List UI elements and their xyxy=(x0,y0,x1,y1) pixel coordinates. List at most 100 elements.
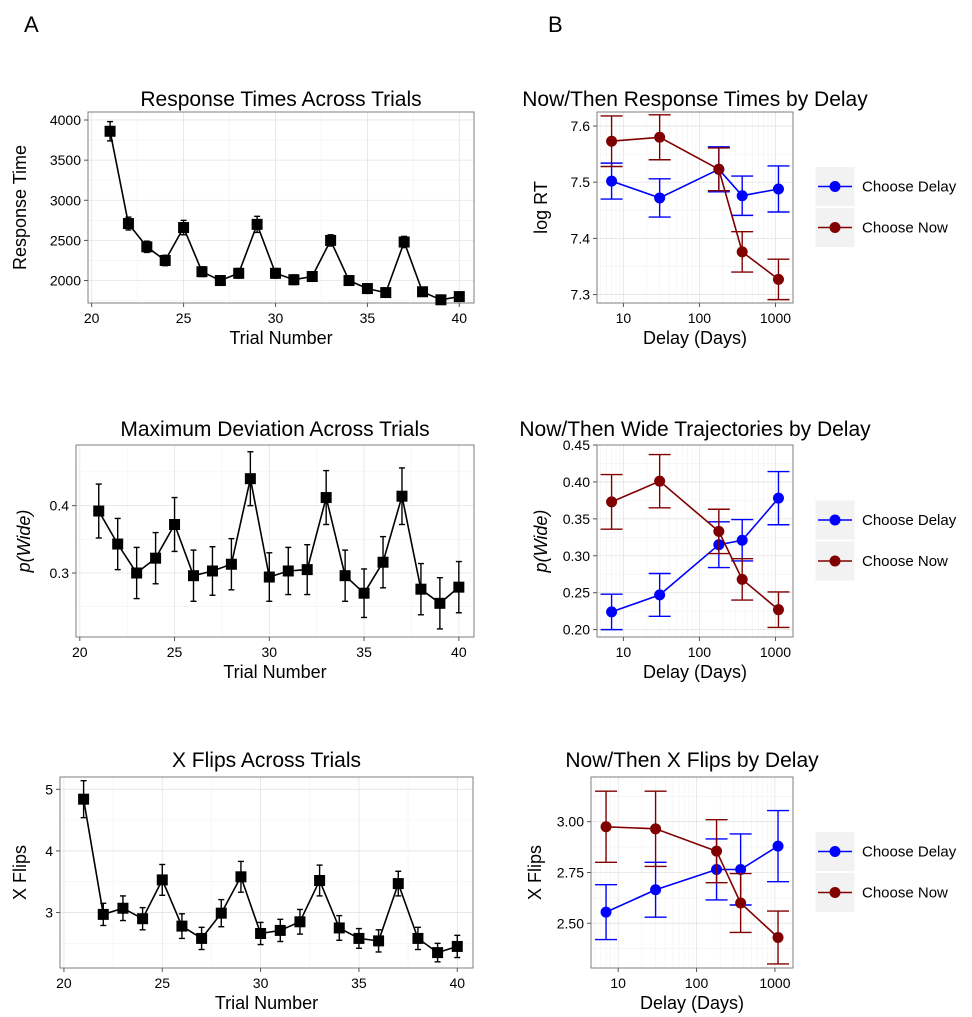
x-tick-label: 35 xyxy=(351,975,367,991)
y-tick-label: 7.5 xyxy=(571,174,591,190)
data-point xyxy=(255,927,267,939)
data-point xyxy=(412,932,424,944)
x-axis-label: Delay (Days) xyxy=(643,328,747,348)
x-tick-label: 40 xyxy=(449,975,465,991)
chart-title: Now/Then Wide Trajectories by Delay xyxy=(519,418,871,441)
chart-title: Now/Then Response Times by Delay xyxy=(522,88,868,111)
data-point xyxy=(654,475,666,487)
x-tick-label: 10 xyxy=(616,644,632,660)
data-point xyxy=(772,183,784,195)
data-point xyxy=(650,823,662,835)
data-point xyxy=(333,922,345,934)
x-tick-label: 40 xyxy=(451,644,467,660)
data-point xyxy=(434,597,446,609)
data-point xyxy=(320,492,332,504)
y-tick-label: 7.4 xyxy=(571,230,591,246)
data-point xyxy=(772,492,784,504)
legend: Choose Delay Choose Now xyxy=(814,831,957,913)
data-point xyxy=(772,273,784,285)
data-point xyxy=(196,932,208,944)
x-tick-label: 1000 xyxy=(760,644,791,660)
panel-label-a: A xyxy=(24,12,39,37)
data-point xyxy=(373,935,385,947)
y-tick-label: 2.50 xyxy=(557,915,584,931)
data-point xyxy=(600,906,612,918)
data-point xyxy=(131,567,143,579)
x-tick-label: 20 xyxy=(72,644,88,660)
data-point xyxy=(654,589,666,601)
data-point xyxy=(772,932,784,944)
x-tick-label: 10 xyxy=(616,310,632,326)
data-point xyxy=(233,267,245,279)
series-choose-now xyxy=(595,790,790,965)
data-point xyxy=(339,570,351,582)
y-tick-label: 0.40 xyxy=(563,474,590,490)
x-tick-label: 10 xyxy=(610,975,626,991)
chart-maxdev-trials: 20 25 30 35 40 0.3 0.4 Maximum Deviation Across… xyxy=(14,418,475,682)
data-point xyxy=(104,125,116,137)
x-tick-label: 40 xyxy=(452,310,468,326)
data-point xyxy=(288,274,300,286)
legend-key-point xyxy=(829,887,841,898)
data-point xyxy=(711,845,723,857)
x-tick-label: 30 xyxy=(262,644,278,660)
data-point xyxy=(435,294,447,306)
plot-border xyxy=(596,444,794,638)
chart-title: Now/Then X Flips by Delay xyxy=(565,749,819,772)
data-point xyxy=(736,190,748,202)
legend-key-point xyxy=(829,555,841,567)
data-point xyxy=(122,218,134,230)
x-tick-label: 20 xyxy=(84,310,100,326)
plot-border xyxy=(59,776,474,969)
data-point xyxy=(251,218,263,230)
data-point xyxy=(772,604,784,616)
y-tick-label: 0.4 xyxy=(50,498,70,514)
data-point xyxy=(156,874,168,886)
data-point xyxy=(244,473,256,485)
data-point xyxy=(380,287,392,299)
y-tick-label: 0.30 xyxy=(563,548,590,564)
data-point xyxy=(206,565,218,577)
y-tick-label: 7.3 xyxy=(571,287,591,303)
plot-border xyxy=(87,111,475,304)
legend: Choose Delay Choose Now xyxy=(814,499,957,582)
x-tick-label: 35 xyxy=(356,644,372,660)
data-point xyxy=(600,821,612,833)
chart-maxdev-delay: 10 100 1000 0.20 0.25 0.30 0.35 0.40 0.45Now/The… xyxy=(519,418,956,682)
chart-title: Response Times Across Trials xyxy=(140,88,421,111)
data-point xyxy=(654,131,666,143)
plot-border xyxy=(596,111,794,304)
y-tick-label: 3000 xyxy=(50,192,81,208)
data-point xyxy=(176,920,188,932)
data-point xyxy=(112,538,124,550)
legend-key-point xyxy=(829,222,841,233)
data-point xyxy=(606,175,618,187)
data-point xyxy=(314,875,326,887)
x-axis-label: Trial Number xyxy=(223,662,326,682)
data-point xyxy=(713,525,725,537)
y-tick-label: 2.75 xyxy=(557,865,584,881)
y-tick-label: 0.35 xyxy=(563,511,590,527)
x-axis-label: Trial Number xyxy=(215,993,318,1013)
x-tick-label: 20 xyxy=(56,975,72,991)
data-point xyxy=(606,135,618,147)
panel-label-b: B xyxy=(548,12,563,37)
data-point xyxy=(735,897,747,909)
data-point xyxy=(453,291,465,303)
y-tick-label: 7.6 xyxy=(571,118,591,134)
data-point xyxy=(361,283,373,295)
data-point xyxy=(235,871,247,883)
y-axis-label: Response Time xyxy=(10,145,30,270)
x-tick-label: 30 xyxy=(253,975,269,991)
data-point xyxy=(225,558,237,570)
chart-xflips-delay: 10 100 1000 2.50 2.75 3.00 Now/Then X Flips by… xyxy=(525,749,957,1013)
plot-border xyxy=(75,444,475,638)
chart-rt-trials: 20 25 30 35 40 2000 2500 3000 3500 4000 Response T… xyxy=(10,88,475,348)
plot-background xyxy=(76,445,474,637)
y-tick-label: 4 xyxy=(45,843,53,859)
plot-background xyxy=(60,777,473,968)
data-point xyxy=(358,587,370,599)
data-point xyxy=(772,840,784,852)
x-tick-label: 25 xyxy=(176,310,192,326)
